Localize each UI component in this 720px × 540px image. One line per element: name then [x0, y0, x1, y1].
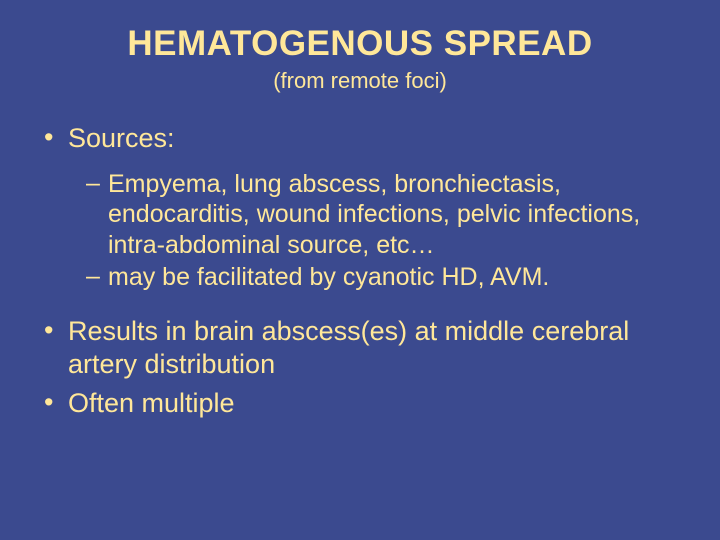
bullet-item: • Results in brain abscess(es) at middle…: [40, 315, 680, 381]
slide-title: HEMATOGENOUS SPREAD: [40, 24, 680, 64]
bullet-item: • Often multiple: [40, 387, 680, 420]
slide-content: • Sources: – Empyema, lung abscess, bron…: [40, 122, 680, 420]
bullet-marker: •: [40, 387, 68, 418]
sub-bullet-marker: –: [86, 262, 108, 291]
sub-bullet-text: Empyema, lung abscess, bronchiectasis, e…: [108, 169, 680, 261]
bullet-text: Often multiple: [68, 387, 235, 420]
bullet-marker: •: [40, 122, 68, 153]
sub-bullet-marker: –: [86, 169, 108, 198]
sub-bullet-text: may be facilitated by cyanotic HD, AVM.: [108, 262, 680, 293]
bullet-text: Sources:: [68, 122, 175, 155]
bullet-item: • Sources:: [40, 122, 680, 155]
sub-bullet-group: – Empyema, lung abscess, bronchiectasis,…: [86, 169, 680, 293]
bullet-marker: •: [40, 315, 68, 346]
sub-bullet-item: – Empyema, lung abscess, bronchiectasis,…: [86, 169, 680, 261]
slide-subtitle: (from remote foci): [40, 68, 680, 94]
sub-bullet-item: – may be facilitated by cyanotic HD, AVM…: [86, 262, 680, 293]
bullet-text: Results in brain abscess(es) at middle c…: [68, 315, 680, 381]
